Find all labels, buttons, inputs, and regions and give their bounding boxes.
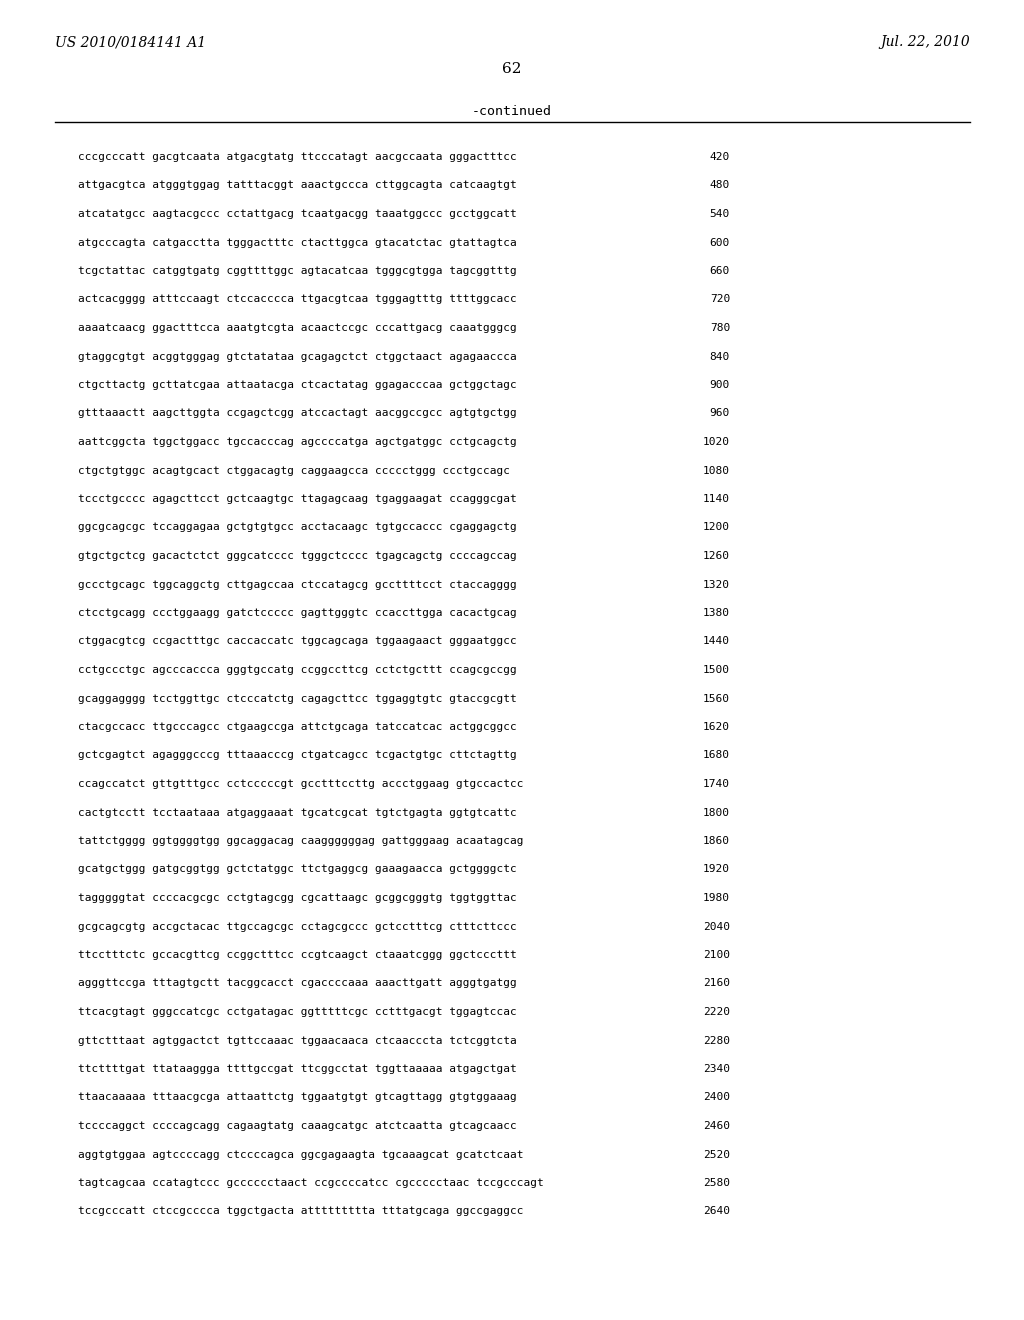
Text: 2520: 2520 bbox=[703, 1150, 730, 1159]
Text: 540: 540 bbox=[710, 209, 730, 219]
Text: tccgcccatt ctccgcccca tggctgacta attttttttta tttatgcaga ggccgaggcc: tccgcccatt ctccgcccca tggctgacta atttttt… bbox=[78, 1206, 523, 1217]
Text: 2100: 2100 bbox=[703, 950, 730, 960]
Text: ttcctttctc gccacgttcg ccggctttcc ccgtcaagct ctaaatcggg ggctcccttt: ttcctttctc gccacgttcg ccggctttcc ccgtcaa… bbox=[78, 950, 517, 960]
Text: aggtgtggaa agtccccagg ctccccagca ggcgagaagta tgcaaagcat gcatctcaat: aggtgtggaa agtccccagg ctccccagca ggcgaga… bbox=[78, 1150, 523, 1159]
Text: actcacgggg atttccaagt ctccacccca ttgacgtcaa tgggagtttg ttttggcacc: actcacgggg atttccaagt ctccacccca ttgacgt… bbox=[78, 294, 517, 305]
Text: ttaacaaaaa tttaacgcga attaattctg tggaatgtgt gtcagttagg gtgtggaaag: ttaacaaaaa tttaacgcga attaattctg tggaatg… bbox=[78, 1093, 517, 1102]
Text: 1560: 1560 bbox=[703, 693, 730, 704]
Text: cctgccctgc agcccaccca gggtgccatg ccggccttcg cctctgcttt ccagcgccgg: cctgccctgc agcccaccca gggtgccatg ccggcct… bbox=[78, 665, 517, 675]
Text: -continued: -continued bbox=[472, 106, 552, 117]
Text: tccccaggct ccccagcagg cagaagtatg caaagcatgc atctcaatta gtcagcaacc: tccccaggct ccccagcagg cagaagtatg caaagca… bbox=[78, 1121, 517, 1131]
Text: 1380: 1380 bbox=[703, 609, 730, 618]
Text: ctgcttactg gcttatcgaa attaatacga ctcactatag ggagacccaa gctggctagc: ctgcttactg gcttatcgaa attaatacga ctcacta… bbox=[78, 380, 517, 389]
Text: gtttaaactt aagcttggta ccgagctcgg atccactagt aacggccgcc agtgtgctgg: gtttaaactt aagcttggta ccgagctcgg atccact… bbox=[78, 408, 517, 418]
Text: 1800: 1800 bbox=[703, 808, 730, 817]
Text: 2640: 2640 bbox=[703, 1206, 730, 1217]
Text: 2160: 2160 bbox=[703, 978, 730, 989]
Text: gtaggcgtgt acggtgggag gtctatataa gcagagctct ctggctaact agagaaccca: gtaggcgtgt acggtgggag gtctatataa gcagagc… bbox=[78, 351, 517, 362]
Text: tagtcagcaa ccatagtccc gcccccctaact ccgccccatcc cgccccctaac tccgcccagt: tagtcagcaa ccatagtccc gcccccctaact ccgcc… bbox=[78, 1177, 544, 1188]
Text: 2400: 2400 bbox=[703, 1093, 730, 1102]
Text: ctacgccacc ttgcccagcc ctgaagccga attctgcaga tatccatcac actggcggcc: ctacgccacc ttgcccagcc ctgaagccga attctgc… bbox=[78, 722, 517, 733]
Text: aattcggcta tggctggacc tgccacccag agccccatga agctgatggc cctgcagctg: aattcggcta tggctggacc tgccacccag agcccca… bbox=[78, 437, 517, 447]
Text: 1860: 1860 bbox=[703, 836, 730, 846]
Text: 1320: 1320 bbox=[703, 579, 730, 590]
Text: 2280: 2280 bbox=[703, 1035, 730, 1045]
Text: gcatgctggg gatgcggtgg gctctatggc ttctgaggcg gaaagaacca gctggggctc: gcatgctggg gatgcggtgg gctctatggc ttctgag… bbox=[78, 865, 517, 874]
Text: gtgctgctcg gacactctct gggcatcccc tgggctcccc tgagcagctg ccccagccag: gtgctgctcg gacactctct gggcatcccc tgggctc… bbox=[78, 550, 517, 561]
Text: 1440: 1440 bbox=[703, 636, 730, 647]
Text: 600: 600 bbox=[710, 238, 730, 248]
Text: Jul. 22, 2010: Jul. 22, 2010 bbox=[881, 36, 970, 49]
Text: US 2010/0184141 A1: US 2010/0184141 A1 bbox=[55, 36, 206, 49]
Text: tattctgggg ggtggggtgg ggcaggacag caaggggggag gattgggaag acaatagcag: tattctgggg ggtggggtgg ggcaggacag caagggg… bbox=[78, 836, 523, 846]
Text: atcatatgcc aagtacgccc cctattgacg tcaatgacgg taaatggccc gcctggcatt: atcatatgcc aagtacgccc cctattgacg tcaatga… bbox=[78, 209, 517, 219]
Text: 62: 62 bbox=[502, 62, 522, 77]
Text: 2040: 2040 bbox=[703, 921, 730, 932]
Text: 1680: 1680 bbox=[703, 751, 730, 760]
Text: ctgctgtggc acagtgcact ctggacagtg caggaagcca ccccctggg ccctgccagc: ctgctgtggc acagtgcact ctggacagtg caggaag… bbox=[78, 466, 510, 475]
Text: cccgcccatt gacgtcaata atgacgtatg ttcccatagt aacgccaata gggactttcc: cccgcccatt gacgtcaata atgacgtatg ttcccat… bbox=[78, 152, 517, 162]
Text: ttcttttgat ttataaggga ttttgccgat ttcggcctat tggttaaaaa atgagctgat: ttcttttgat ttataaggga ttttgccgat ttcggcc… bbox=[78, 1064, 517, 1074]
Text: 1500: 1500 bbox=[703, 665, 730, 675]
Text: 480: 480 bbox=[710, 181, 730, 190]
Text: tagggggtat ccccacgcgc cctgtagcgg cgcattaagc gcggcgggtg tggtggttac: tagggggtat ccccacgcgc cctgtagcgg cgcatta… bbox=[78, 894, 517, 903]
Text: 900: 900 bbox=[710, 380, 730, 389]
Text: gcgcagcgtg accgctacac ttgccagcgc cctagcgccc gctcctttcg ctttcttccc: gcgcagcgtg accgctacac ttgccagcgc cctagcg… bbox=[78, 921, 517, 932]
Text: 1020: 1020 bbox=[703, 437, 730, 447]
Text: 1620: 1620 bbox=[703, 722, 730, 733]
Text: 1920: 1920 bbox=[703, 865, 730, 874]
Text: atgcccagta catgacctta tgggactttc ctacttggca gtacatctac gtattagtca: atgcccagta catgacctta tgggactttc ctacttg… bbox=[78, 238, 517, 248]
Text: 1260: 1260 bbox=[703, 550, 730, 561]
Text: 780: 780 bbox=[710, 323, 730, 333]
Text: 1140: 1140 bbox=[703, 494, 730, 504]
Text: 2460: 2460 bbox=[703, 1121, 730, 1131]
Text: 1080: 1080 bbox=[703, 466, 730, 475]
Text: 2340: 2340 bbox=[703, 1064, 730, 1074]
Text: cactgtcctt tcctaataaa atgaggaaat tgcatcgcat tgtctgagta ggtgtcattc: cactgtcctt tcctaataaa atgaggaaat tgcatcg… bbox=[78, 808, 517, 817]
Text: tcgctattac catggtgatg cggttttggc agtacatcaa tgggcgtgga tagcggtttg: tcgctattac catggtgatg cggttttggc agtacat… bbox=[78, 267, 517, 276]
Text: ttcacgtagt gggccatcgc cctgatagac ggtttttcgc cctttgacgt tggagtccac: ttcacgtagt gggccatcgc cctgatagac ggttttt… bbox=[78, 1007, 517, 1016]
Text: 660: 660 bbox=[710, 267, 730, 276]
Text: ctcctgcagg ccctggaagg gatctccccc gagttgggtc ccaccttgga cacactgcag: ctcctgcagg ccctggaagg gatctccccc gagttgg… bbox=[78, 609, 517, 618]
Text: 960: 960 bbox=[710, 408, 730, 418]
Text: aaaatcaacg ggactttcca aaatgtcgta acaactccgc cccattgacg caaatgggcg: aaaatcaacg ggactttcca aaatgtcgta acaactc… bbox=[78, 323, 517, 333]
Text: 1200: 1200 bbox=[703, 523, 730, 532]
Text: ggcgcagcgc tccaggagaa gctgtgtgcc acctacaagc tgtgccaccc cgaggagctg: ggcgcagcgc tccaggagaa gctgtgtgcc acctaca… bbox=[78, 523, 517, 532]
Text: tccctgcccc agagcttcct gctcaagtgc ttagagcaag tgaggaagat ccagggcgat: tccctgcccc agagcttcct gctcaagtgc ttagagc… bbox=[78, 494, 517, 504]
Text: 1980: 1980 bbox=[703, 894, 730, 903]
Text: gctcgagtct agagggcccg tttaaacccg ctgatcagcc tcgactgtgc cttctagttg: gctcgagtct agagggcccg tttaaacccg ctgatca… bbox=[78, 751, 517, 760]
Text: agggttccga tttagtgctt tacggcacct cgaccccaaa aaacttgatt agggtgatgg: agggttccga tttagtgctt tacggcacct cgacccc… bbox=[78, 978, 517, 989]
Text: 2220: 2220 bbox=[703, 1007, 730, 1016]
Text: ctggacgtcg ccgactttgc caccaccatc tggcagcaga tggaagaact gggaatggcc: ctggacgtcg ccgactttgc caccaccatc tggcagc… bbox=[78, 636, 517, 647]
Text: gcaggagggg tcctggttgc ctcccatctg cagagcttcc tggaggtgtc gtaccgcgtt: gcaggagggg tcctggttgc ctcccatctg cagagct… bbox=[78, 693, 517, 704]
Text: attgacgtca atgggtggag tatttacggt aaactgccca cttggcagta catcaagtgt: attgacgtca atgggtggag tatttacggt aaactgc… bbox=[78, 181, 517, 190]
Text: 720: 720 bbox=[710, 294, 730, 305]
Text: ccagccatct gttgtttgcc cctcccccgt gcctttccttg accctggaag gtgccactcc: ccagccatct gttgtttgcc cctcccccgt gcctttc… bbox=[78, 779, 523, 789]
Text: 840: 840 bbox=[710, 351, 730, 362]
Text: gccctgcagc tggcaggctg cttgagccaa ctccatagcg gccttttcct ctaccagggg: gccctgcagc tggcaggctg cttgagccaa ctccata… bbox=[78, 579, 517, 590]
Text: 1740: 1740 bbox=[703, 779, 730, 789]
Text: 2580: 2580 bbox=[703, 1177, 730, 1188]
Text: 420: 420 bbox=[710, 152, 730, 162]
Text: gttctttaat agtggactct tgttccaaac tggaacaaca ctcaacccta tctcggtcta: gttctttaat agtggactct tgttccaaac tggaaca… bbox=[78, 1035, 517, 1045]
